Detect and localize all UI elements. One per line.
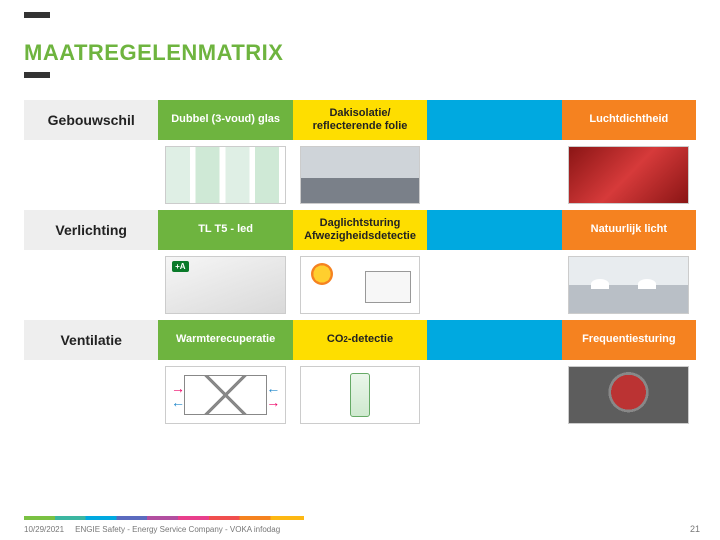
matrix-header-row-3: Ventilatie Warmterecuperatie CO2-detecti… [24, 320, 696, 360]
measure-cell [427, 100, 561, 140]
thumb-cell [562, 140, 696, 210]
matrix-header-row-2: Verlichting TL T5 - led Daglichtsturing … [24, 210, 696, 250]
thumbnail-led: +A [165, 256, 286, 314]
thumb-cell: +A [158, 250, 292, 320]
thumb-cell [293, 140, 427, 210]
thumb-cell [427, 140, 561, 210]
house-icon [365, 271, 411, 303]
thumbnail-skylights [568, 256, 689, 314]
thumbnail-pump [568, 366, 689, 424]
footer-text: ENGIE Safety - Energy Service Company - … [75, 525, 280, 534]
rainbow-bar [24, 516, 304, 520]
arrow-icon: → [266, 394, 280, 410]
energy-badge: +A [172, 261, 188, 272]
sun-icon [311, 263, 333, 285]
footer: 10/29/2021 ENGIE Safety - Energy Service… [0, 508, 720, 540]
thumb-cell: → ← ← → [158, 360, 292, 430]
co2-device-icon [350, 373, 370, 417]
footer-date: 10/29/2021 [24, 525, 64, 534]
page-title: MAATREGELENMATRIX [24, 40, 283, 66]
measure-cell: Frequentiesturing [562, 320, 696, 360]
thumb-cell [562, 250, 696, 320]
thumbnail-roof [300, 146, 421, 204]
measure-cell: Luchtdichtheid [562, 100, 696, 140]
page-number: 21 [690, 524, 700, 534]
thumb-cell [562, 360, 696, 430]
thumb-cell [293, 360, 427, 430]
hru-diagram: → ← ← → [184, 375, 267, 415]
measure-cell: Natuurlijk licht [562, 210, 696, 250]
measure-cell: Daglichtsturing Afwezigheidsdetectie [293, 210, 427, 250]
thumb-cell [427, 250, 561, 320]
accent-bar-under-title [24, 72, 50, 78]
co2-suffix: -detectie [348, 333, 393, 346]
category-cell: Gebouwschil [24, 100, 158, 140]
thumb-cell [293, 250, 427, 320]
matrix-header-row-1: Gebouwschil Dubbel (3-voud) glas Dakisol… [24, 100, 696, 140]
measure-cell: CO2-detectie [293, 320, 427, 360]
matrix-image-row-1 [24, 140, 696, 210]
thumb-cell [427, 360, 561, 430]
footer-left: 10/29/2021 ENGIE Safety - Energy Service… [24, 525, 280, 534]
blank-cell [24, 250, 158, 320]
thumbnail-blowerdoor [568, 146, 689, 204]
matrix-image-row-2: +A [24, 250, 696, 320]
thumbnail-co2-sensor [300, 366, 421, 424]
blank-cell [24, 140, 158, 210]
measure-cell [427, 320, 561, 360]
measures-matrix: Gebouwschil Dubbel (3-voud) glas Dakisol… [24, 100, 696, 430]
category-cell: Verlichting [24, 210, 158, 250]
co2-prefix: CO [327, 333, 344, 346]
measure-cell [427, 210, 561, 250]
category-cell: Ventilatie [24, 320, 158, 360]
measure-cell: Warmterecuperatie [158, 320, 292, 360]
blank-cell [24, 360, 158, 430]
matrix-image-row-3: → ← ← → [24, 360, 696, 430]
measure-cell: Dubbel (3-voud) glas [158, 100, 292, 140]
thumbnail-glass [165, 146, 286, 204]
thumbnail-heat-recovery: → ← ← → [165, 366, 286, 424]
arrow-icon: ← [171, 394, 185, 410]
thumb-cell [158, 140, 292, 210]
measure-cell: Dakisolatie/ reflecterende folie [293, 100, 427, 140]
measure-cell: TL T5 - led [158, 210, 292, 250]
accent-bar-top [24, 12, 50, 18]
thumbnail-daylight [300, 256, 421, 314]
